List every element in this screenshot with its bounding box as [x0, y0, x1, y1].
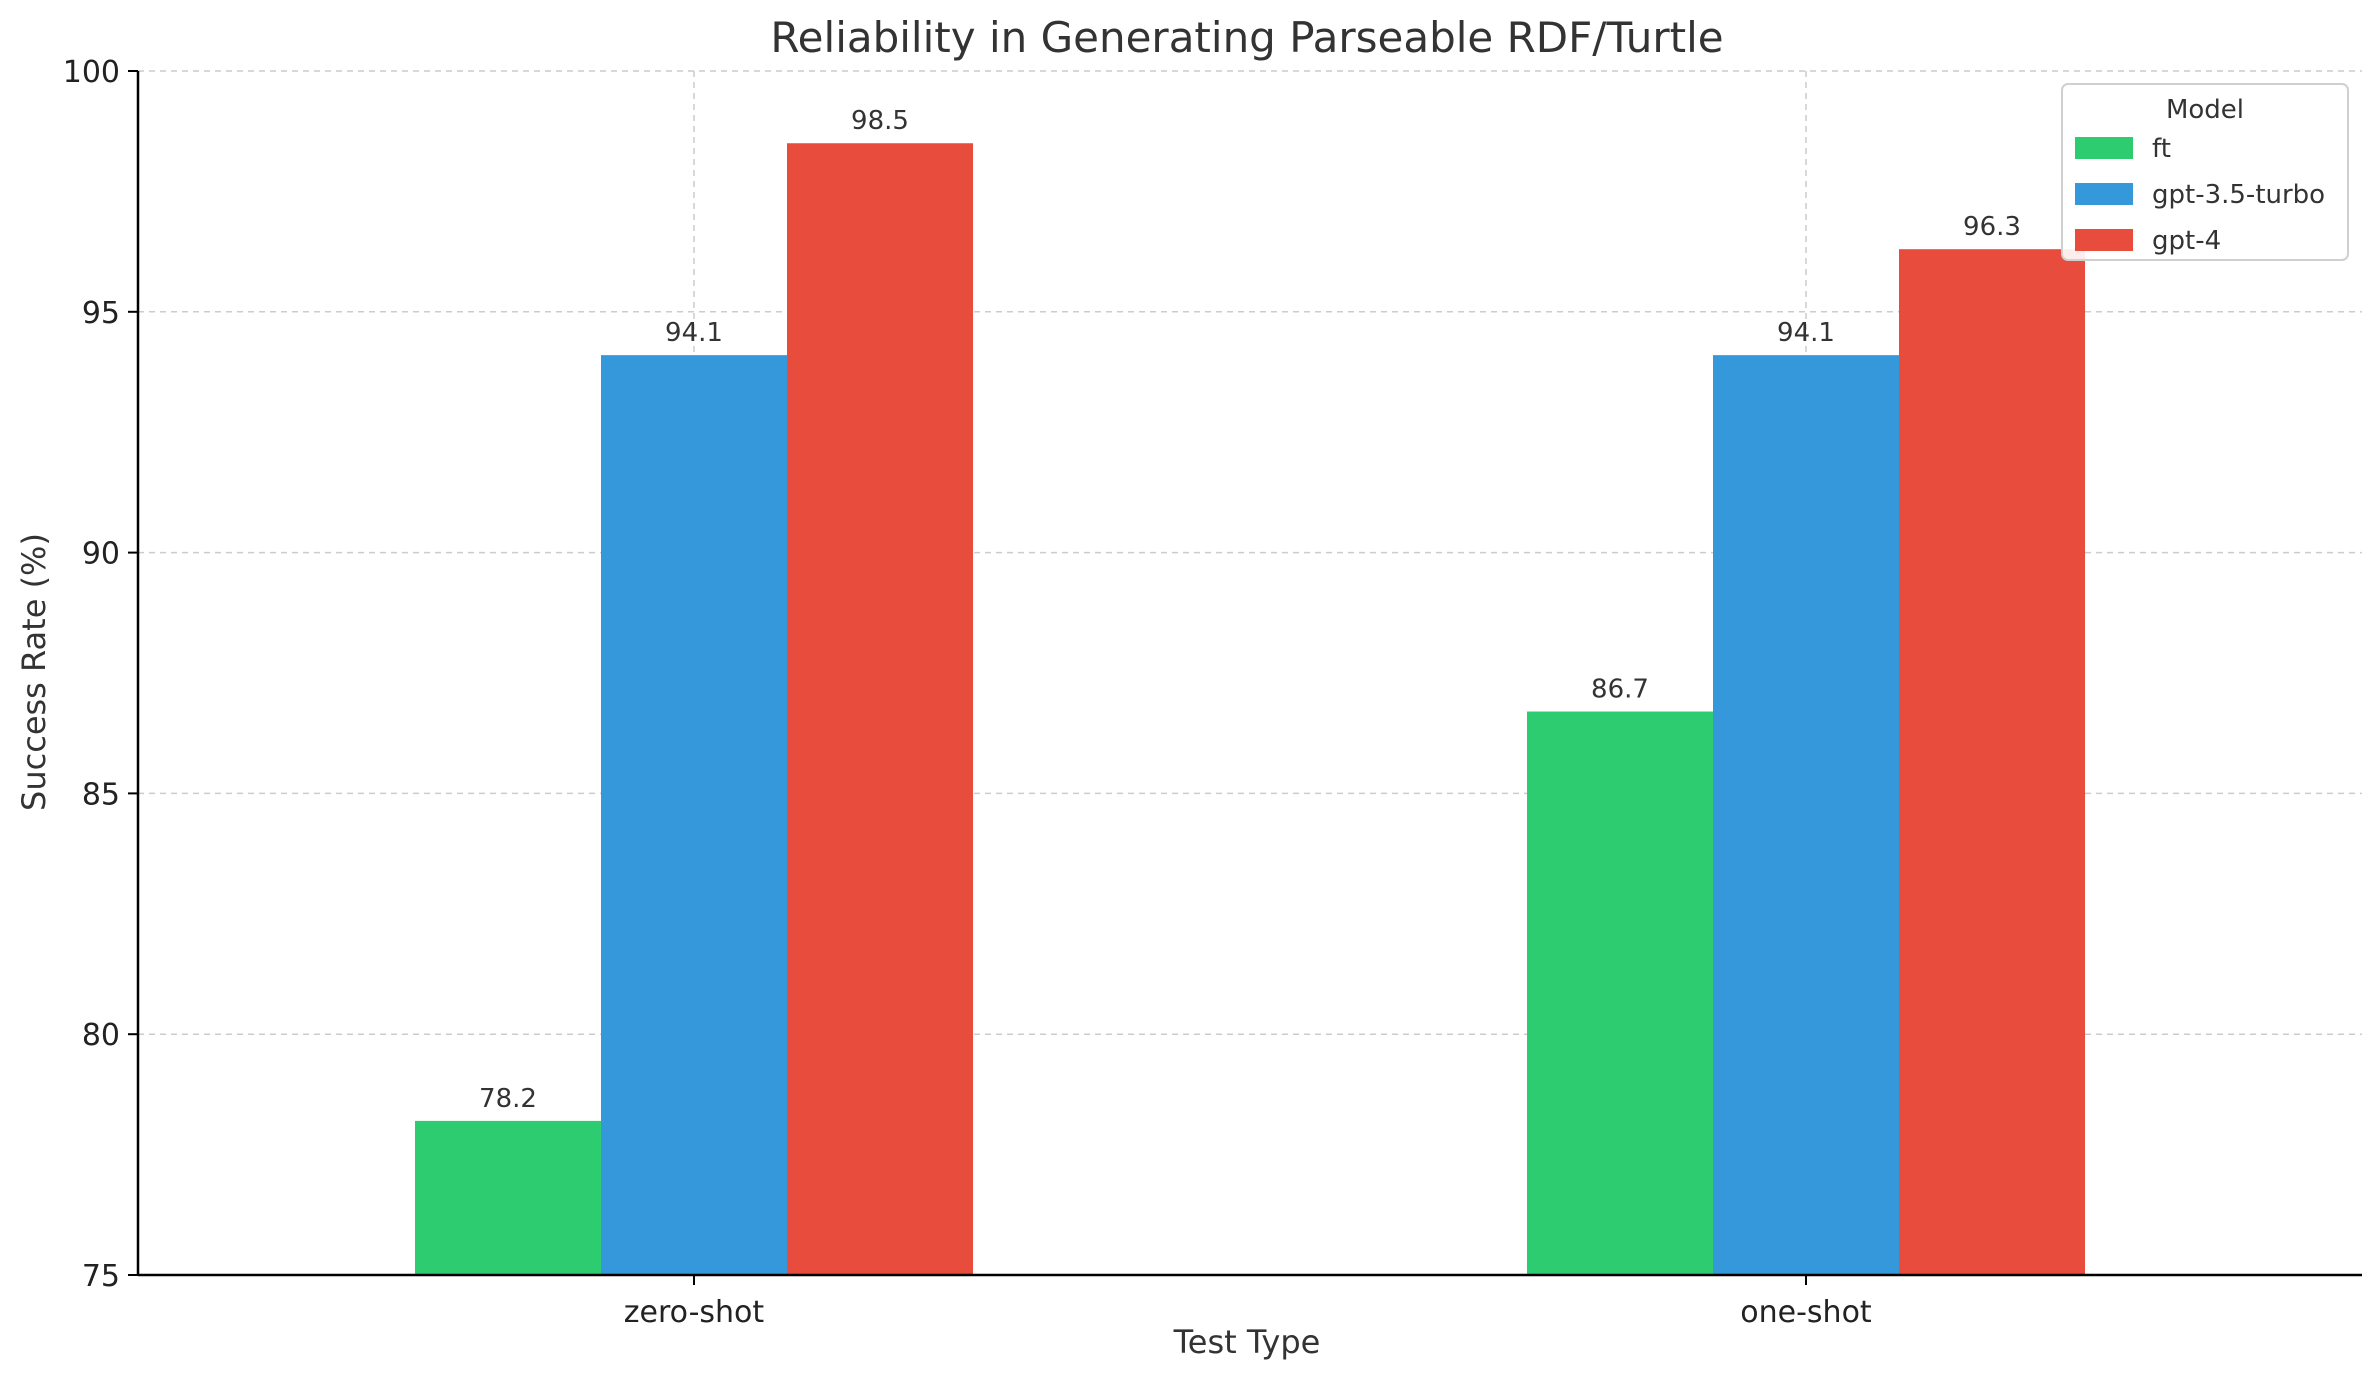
data-label: 94.1	[665, 318, 723, 348]
data-label: 86.7	[1591, 675, 1649, 705]
y-tick-label: 95	[82, 296, 120, 331]
data-label: 96.3	[1963, 212, 2021, 242]
data-label: 94.1	[1777, 318, 1835, 348]
legend-swatch-gpt-3.5-turbo	[2075, 183, 2133, 205]
y-tick-label: 85	[82, 777, 120, 812]
x-tick-label: one-shot	[1740, 1295, 1872, 1330]
legend-label: ft	[2152, 134, 2171, 164]
bars	[415, 143, 2085, 1276]
x-tick-label: zero-shot	[624, 1295, 765, 1330]
data-label: 78.2	[479, 1084, 537, 1114]
bar-gpt-3.5-turbo-zero-shot	[601, 355, 787, 1275]
y-tick-label: 80	[82, 1018, 120, 1053]
bar-ft-one-shot	[1527, 711, 1713, 1275]
bar-ft-zero-shot	[415, 1120, 601, 1275]
legend: Model ft gpt-3.5-turbo gpt-4	[2061, 83, 2349, 261]
y-axis-label: Success Rate (%)	[15, 533, 53, 811]
chart-title: Reliability in Generating Parseable RDF/…	[770, 13, 1723, 62]
legend-swatch-gpt-4	[2075, 229, 2133, 251]
legend-label: gpt-3.5-turbo	[2152, 180, 2325, 210]
bar-gpt-4-one-shot	[1899, 249, 2085, 1275]
bar-gpt-4-zero-shot	[787, 143, 973, 1276]
legend-label: gpt-4	[2152, 226, 2221, 256]
y-tick-label: 90	[82, 537, 120, 572]
data-labels: 78.2 86.7 94.1 94.1 98.5 96.3	[479, 106, 2021, 1114]
y-tick-label: 100	[63, 55, 120, 90]
legend-title: Model	[2166, 95, 2244, 125]
legend-frame	[2061, 83, 2349, 261]
y-tick-label: 75	[82, 1259, 120, 1294]
bar-gpt-3.5-turbo-one-shot	[1713, 355, 1899, 1275]
axes: 75 80 85 90 95 100 zero-shot one-shot	[63, 55, 2362, 1330]
x-axis-label: Test Type	[1173, 1323, 1321, 1361]
legend-swatch-ft	[2075, 137, 2133, 159]
data-label: 98.5	[851, 106, 909, 136]
